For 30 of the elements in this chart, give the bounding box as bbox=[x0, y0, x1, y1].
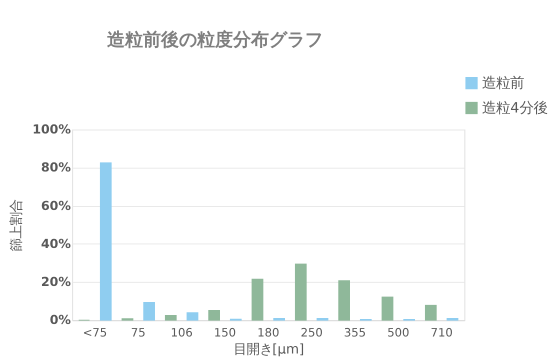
x-tick-label: 355 bbox=[344, 326, 366, 340]
chart-title: 造粒前後の粒度分布グラフ bbox=[106, 30, 323, 51]
bar bbox=[143, 302, 155, 321]
bar bbox=[100, 162, 112, 321]
legend-label: 造粒4分後 bbox=[482, 100, 548, 117]
y-tick-label: 60% bbox=[41, 198, 72, 213]
bar bbox=[208, 310, 220, 321]
x-tick-label: 710 bbox=[430, 326, 453, 340]
bar bbox=[164, 314, 177, 321]
legend-label: 造粒前 bbox=[482, 76, 524, 92]
x-axis-title: 目開き[μm] bbox=[233, 342, 304, 358]
bar bbox=[382, 296, 394, 321]
y-tick-label: 80% bbox=[41, 160, 72, 175]
y-axis-title: 篩上割合 bbox=[10, 199, 25, 252]
y-tick-label: 40% bbox=[41, 236, 72, 251]
bar bbox=[252, 278, 264, 321]
y-tick-label: 0% bbox=[50, 312, 72, 328]
x-tick-label: 75 bbox=[130, 326, 146, 340]
bar bbox=[294, 264, 307, 321]
bar bbox=[338, 280, 350, 321]
bar bbox=[424, 304, 437, 321]
x-tick-label: 500 bbox=[387, 326, 410, 340]
y-tick-label: 20% bbox=[41, 274, 72, 290]
y-tick-label: 100% bbox=[32, 121, 72, 136]
x-tick-label: 150 bbox=[214, 326, 236, 340]
x-tick-label: 180 bbox=[257, 326, 280, 340]
x-tick-label: <75 bbox=[82, 326, 108, 340]
x-tick-label: 106 bbox=[170, 326, 193, 340]
bar bbox=[186, 312, 198, 321]
x-tick-label: 250 bbox=[300, 326, 323, 340]
